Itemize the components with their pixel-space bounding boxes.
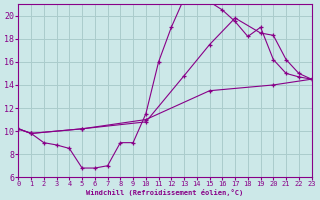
X-axis label: Windchill (Refroidissement éolien,°C): Windchill (Refroidissement éolien,°C) (86, 189, 244, 196)
